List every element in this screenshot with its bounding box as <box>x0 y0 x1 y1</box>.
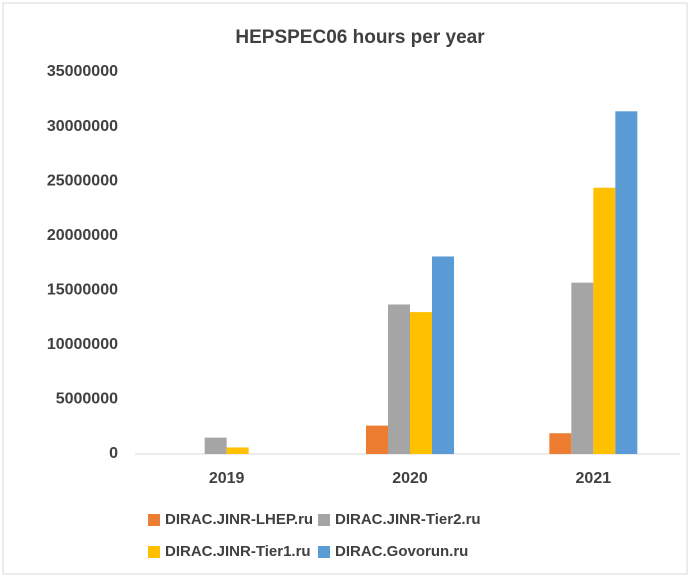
bar <box>549 433 572 454</box>
y-tick-label: 10000000 <box>47 336 118 353</box>
y-tick-label: 20000000 <box>47 227 118 244</box>
legend-swatch <box>318 546 330 558</box>
bar <box>615 111 638 454</box>
y-tick-label: 30000000 <box>47 118 118 135</box>
y-tick-label: 35000000 <box>47 63 118 80</box>
legend-swatch <box>318 514 330 526</box>
bar <box>410 312 432 454</box>
y-tick-label: 5000000 <box>56 391 118 408</box>
x-tick-label: 2020 <box>392 470 428 487</box>
chart-title: HEPSPEC06 hours per year <box>235 27 485 48</box>
y-tick-label: 15000000 <box>47 282 118 299</box>
legend-label: DIRAC.JINR-Tier2.ru <box>335 511 481 528</box>
legend-label: DIRAC.JINR-Tier1.ru <box>165 543 311 560</box>
bar <box>226 447 249 454</box>
y-tick-label: 25000000 <box>47 172 118 189</box>
bar <box>432 256 454 454</box>
legend-swatch <box>148 514 160 526</box>
legend-swatch <box>148 546 160 558</box>
legend-label: DIRAC.Govorun.ru <box>335 543 468 560</box>
legend-label: DIRAC.JINR-LHEP.ru <box>165 511 313 528</box>
y-tick-label: 0 <box>109 445 118 462</box>
bar <box>366 425 388 454</box>
bar <box>388 304 410 454</box>
x-tick-label: 2019 <box>209 470 245 487</box>
bar <box>571 282 594 454</box>
bar <box>204 437 227 454</box>
x-tick-label: 2021 <box>576 470 612 487</box>
bar <box>593 187 616 455</box>
